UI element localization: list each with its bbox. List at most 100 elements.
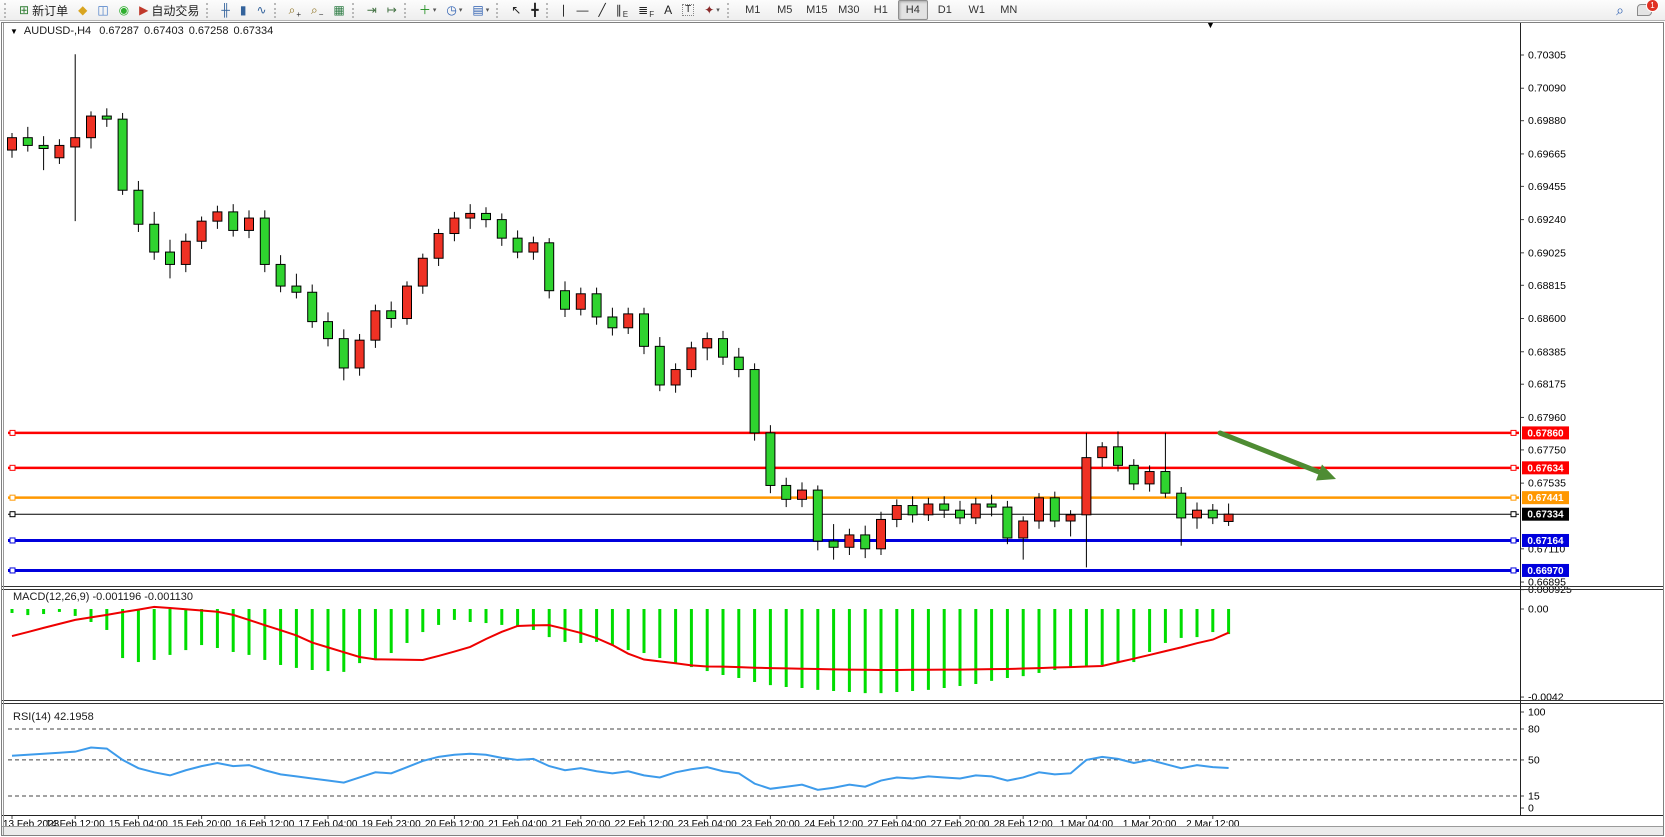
channel-button[interactable]: ∥ E — [612, 0, 632, 20]
svg-text:0.00: 0.00 — [1528, 604, 1549, 616]
dropdown-arrow-icon[interactable]: ▾ — [432, 7, 437, 14]
candle-body — [165, 251, 175, 265]
candle-body — [149, 223, 160, 253]
line-endpoint-handle[interactable] — [9, 464, 16, 471]
line-endpoint-handle[interactable] — [1510, 537, 1517, 544]
arrows-icon: ✦ — [704, 3, 715, 17]
svg-text:17 Feb 04:00: 17 Feb 04:00 — [299, 819, 358, 830]
line-endpoint-handle[interactable] — [1510, 464, 1517, 471]
candle-body — [560, 290, 570, 310]
trend-arrow-annotation[interactable] — [1217, 430, 1322, 475]
trendline-button[interactable]: ╱ — [595, 0, 610, 20]
market-button[interactable]: ◆ — [74, 0, 91, 20]
indicators-button[interactable]: ＋ ▾ — [415, 0, 441, 20]
autotrade-button[interactable]: ▶ 自动交易 — [135, 0, 203, 20]
svg-text:21 Feb 20:00: 21 Feb 20:00 — [551, 819, 610, 830]
candle-body — [402, 285, 412, 320]
line-endpoint-handle[interactable] — [9, 494, 16, 501]
timeframe-button-d1[interactable]: D1 — [937, 4, 952, 16]
candle-body — [907, 505, 918, 516]
line-endpoint-handle[interactable] — [1510, 494, 1517, 501]
candle-body — [38, 144, 49, 150]
candle-body — [544, 242, 555, 292]
candle-body — [196, 220, 207, 242]
templates-button[interactable]: ▤ ▾ — [468, 0, 493, 20]
text-label-button[interactable]: T — [678, 0, 698, 20]
chart-ohlc-title: ▼ AUDUSD-,H4 0.67287 0.67403 0.67258 0.67334 — [10, 25, 278, 37]
line-endpoint-handle[interactable] — [9, 537, 16, 544]
news-button[interactable]: ◉ — [115, 0, 133, 20]
candle-body — [1002, 506, 1013, 539]
cursor-button[interactable]: ↖ — [507, 0, 525, 20]
candle-body — [891, 505, 902, 520]
dropdown-arrow-icon[interactable]: ▾ — [485, 7, 490, 14]
svg-text:24 Feb 12:00: 24 Feb 12:00 — [804, 819, 863, 830]
timeframe-button-h4[interactable]: H4 — [897, 0, 928, 20]
price-chart-canvas[interactable]: 0.70305 0.70090 0.69880 0.69665 0.69455 0.692… — [0, 21, 1665, 837]
svg-text:28 Feb 12:00: 28 Feb 12:00 — [994, 819, 1053, 830]
svg-text:0.67441: 0.67441 — [1527, 493, 1564, 504]
signals-button[interactable]: ◫ — [93, 0, 112, 20]
periods-button[interactable]: ◷ ▾ — [442, 0, 466, 20]
chat-button[interactable]: 1 — [1633, 0, 1659, 20]
candle-body — [986, 503, 997, 508]
timeframe-button-m15[interactable]: M15 — [806, 4, 828, 16]
notification-badge: 1 — [1646, 0, 1659, 12]
zoom-in-button[interactable]: ⌕ + — [285, 0, 305, 20]
candle-body — [228, 211, 239, 231]
line-endpoint-handle[interactable] — [9, 567, 16, 574]
timeframe-button-m5[interactable]: M5 — [777, 4, 793, 16]
arrows-button[interactable]: ✦ ▾ — [700, 0, 724, 20]
line-endpoint-handle[interactable] — [9, 511, 16, 518]
search-button[interactable]: ⌕ — [1612, 0, 1628, 20]
candlestick-button[interactable]: ▮ — [236, 0, 251, 20]
candle-body — [718, 338, 728, 358]
text-label-icon: T — [682, 4, 695, 16]
scroll-corner-icon[interactable]: ▼ — [1206, 20, 1215, 30]
svg-text:15 Feb 04:00: 15 Feb 04:00 — [109, 819, 168, 830]
candle-body — [1144, 471, 1155, 485]
new-order-button-label: 新订单 — [32, 3, 69, 18]
vertical-line-button[interactable]: ∣ — [557, 0, 571, 20]
timeframe-button-m30[interactable]: M30 — [838, 4, 860, 16]
rsi-line — [11, 746, 1229, 791]
timeframe-button-m1[interactable]: M1 — [745, 4, 761, 16]
zoom-out-button[interactable]: ⌕ − — [307, 0, 327, 20]
candle-body — [1049, 497, 1060, 522]
line-endpoint-handle[interactable] — [1510, 429, 1517, 436]
toolbar-buttons: ⊞ 新订单 ◆ ◫ ◉ ▶ 自动交易 ╫ ▮ ∿ ⌕ + ⌕ − ▦ ⇥ ↦ ＋ ▾ ◷ ▾ ▤ ▾ ↖ ╋ ∣ — ╱ ∥ E ≣ F A T ✦… — [2, 0, 1025, 20]
dropdown-arrow-icon[interactable]: ▾ — [716, 7, 720, 14]
svg-text:14 Feb 12:00: 14 Feb 12:00 — [46, 819, 105, 830]
timeframe-button-w1[interactable]: W1 — [968, 4, 986, 16]
toolbar: ⊞ 新订单 ◆ ◫ ◉ ▶ 自动交易 ╫ ▮ ∿ ⌕ + ⌕ − ▦ ⇥ ↦ ＋ ▾ ◷ ▾ ▤ ▾ ↖ ╋ ∣ — ╱ ∥ E ≣ F A T ✦… — [0, 0, 1665, 21]
chart-shift-button[interactable]: ↦ — [383, 0, 401, 20]
line-chart-button[interactable]: ∿ — [253, 0, 271, 20]
line-endpoint-handle[interactable] — [1510, 511, 1517, 518]
candle-body — [259, 217, 270, 265]
timeframe-button-mn[interactable]: MN — [1000, 4, 1018, 16]
line-endpoint-handle[interactable] — [1510, 567, 1517, 574]
svg-text:0.68175: 0.68175 — [1528, 379, 1566, 391]
fibonacci-button[interactable]: ≣ F — [634, 0, 658, 20]
svg-text:20 Feb 12:00: 20 Feb 12:00 — [425, 819, 484, 830]
svg-text:22 Feb 12:00: 22 Feb 12:00 — [615, 819, 674, 830]
auto-scroll-icon: ⇥ — [366, 3, 377, 17]
dropdown-arrow-icon[interactable]: ▾ — [458, 7, 463, 14]
auto-scroll-button[interactable]: ⇥ — [363, 0, 381, 20]
candle-body — [291, 285, 302, 293]
text-button[interactable]: A — [660, 0, 676, 20]
tile-windows-button[interactable]: ▦ — [329, 0, 348, 20]
status-strip — [2, 827, 1663, 836]
bar-chart-button[interactable]: ╫ — [217, 0, 234, 20]
horizontal-line-button[interactable]: — — [573, 0, 593, 20]
crosshair-button[interactable]: ╋ — [527, 0, 542, 20]
candle-body — [244, 217, 254, 231]
toolbar-grip — [726, 2, 733, 18]
candle-body — [591, 293, 602, 318]
candle-body — [749, 369, 760, 434]
candle-body — [607, 316, 618, 329]
timeframe-button-h1[interactable]: H1 — [873, 4, 888, 16]
new-order-button[interactable]: ⊞ 新订单 — [15, 0, 72, 20]
candle-body — [7, 137, 17, 151]
line-endpoint-handle[interactable] — [9, 429, 16, 436]
